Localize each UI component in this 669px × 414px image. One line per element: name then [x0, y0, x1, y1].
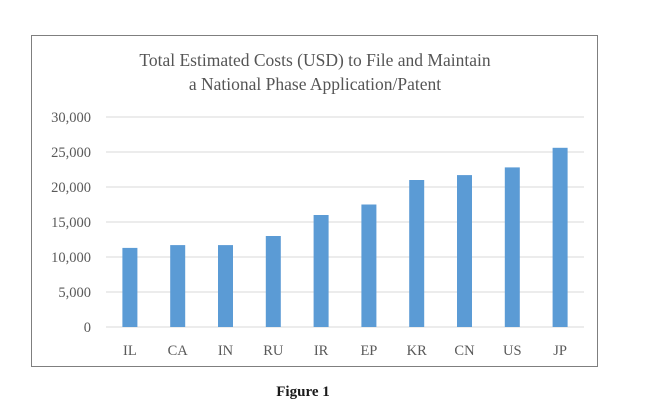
bar-ir: [313, 215, 329, 327]
x-tick-label: KR: [407, 343, 427, 359]
x-tick-label: RU: [263, 343, 284, 359]
x-tick-label: IN: [218, 343, 234, 359]
bar-chart: Total Estimated Costs (USD) to File and …: [51, 50, 584, 359]
bar-jp: [552, 147, 568, 327]
bar-ru: [265, 236, 281, 327]
chart-title-line-2: a National Phase Application/Patent: [189, 74, 441, 94]
x-tick-label: CN: [454, 343, 475, 359]
x-tick-label: IL: [123, 343, 137, 359]
bar-in: [218, 245, 233, 327]
bars: [122, 147, 568, 327]
chart-title-line-1: Total Estimated Costs (USD) to File and …: [139, 50, 490, 70]
x-tick-label: JP: [553, 343, 567, 359]
x-tick-label: IR: [314, 343, 329, 359]
x-tick-label: US: [503, 343, 522, 359]
bar-il: [122, 247, 138, 327]
y-tick-label: 5,000: [58, 285, 91, 301]
figure-caption: Figure 1: [276, 384, 330, 400]
y-tick-label: 15,000: [51, 215, 91, 231]
y-tick-label: 0: [84, 320, 91, 336]
y-tick-label: 30,000: [51, 110, 91, 126]
gridlines: [106, 116, 584, 328]
y-tick-label: 25,000: [51, 145, 91, 161]
chart-frame: Total Estimated Costs (USD) to File and …: [31, 35, 598, 367]
y-tick-label: 10,000: [51, 250, 91, 266]
bar-ca: [170, 245, 186, 327]
y-tick-label: 20,000: [51, 180, 91, 196]
x-axis-tick-labels: IL CA IN RU IR EP KR CN US JP: [123, 343, 567, 359]
bar-kr: [409, 180, 425, 327]
bar-us: [504, 167, 520, 327]
bar-cn: [457, 175, 472, 327]
x-tick-label: EP: [360, 343, 377, 359]
bar-ep: [361, 204, 377, 327]
y-axis-tick-labels: 0 5,000 10,000 15,000 20,000 25,000 30,000: [51, 110, 91, 336]
x-tick-label: CA: [168, 343, 189, 359]
